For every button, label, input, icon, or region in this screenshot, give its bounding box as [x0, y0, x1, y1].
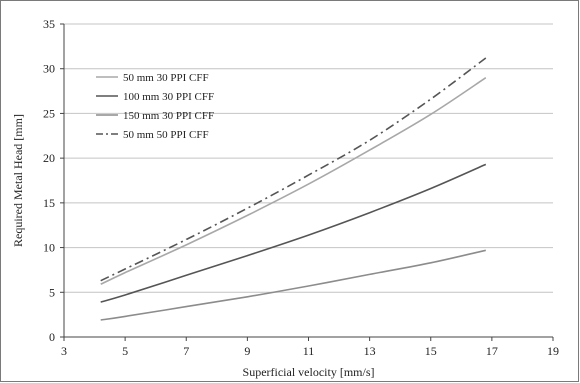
legend-label-0: 50 mm 30 PPI CFF [123, 72, 209, 84]
x-tick-label-3: 9 [244, 344, 250, 358]
x-axis-label: Superficial velocity [mm/s] [243, 365, 375, 379]
series-line-1 [100, 163, 487, 303]
series-line-0 [100, 77, 487, 285]
legend-label-3: 50 mm 50 PPI CFF [123, 129, 209, 141]
y-tick-label-5: 25 [43, 106, 55, 120]
legend-label-2: 150 mm 30 PPI CFF [123, 110, 214, 122]
x-tick-label-6: 15 [425, 344, 437, 358]
series-line-2 [100, 249, 486, 321]
y-tick-label-0: 0 [49, 330, 55, 344]
y-tick-label-6: 30 [43, 62, 55, 76]
x-tick-label-1: 5 [122, 344, 128, 358]
y-tick-label-7: 35 [43, 17, 55, 31]
series-lines [100, 57, 487, 321]
legend-label-1: 100 mm 30 PPI CFF [123, 91, 214, 103]
y-tick-label-3: 15 [43, 196, 55, 210]
y-tick-label-2: 10 [43, 241, 55, 255]
y-axis-label: Required Metal Head [mm] [11, 114, 25, 247]
y-tick-label-1: 5 [49, 285, 55, 299]
x-tick-label-4: 11 [303, 344, 315, 358]
x-tick-label-2: 7 [183, 344, 189, 358]
gridlines [64, 23, 553, 293]
legend: 50 mm 30 PPI CFF 100 mm 30 PPI CFF 150 mm … [96, 72, 214, 141]
x-tick-label-0: 3 [61, 344, 67, 358]
y-tick-label-4: 20 [43, 151, 55, 165]
x-tick-label-8: 19 [547, 344, 559, 358]
x-tick-label-7: 17 [486, 344, 498, 358]
x-tick-label-5: 13 [364, 344, 376, 358]
